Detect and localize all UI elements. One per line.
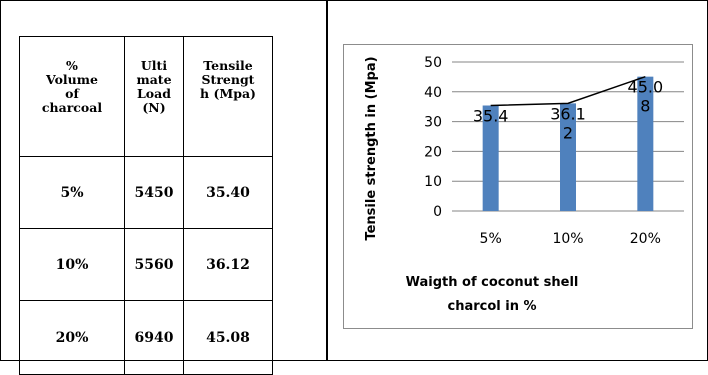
header-line: Load bbox=[137, 86, 171, 101]
y-tick-label: 40 bbox=[424, 85, 442, 101]
cell-volume: 20% bbox=[19, 300, 125, 375]
data-label: 45.0 bbox=[628, 78, 664, 97]
bar bbox=[482, 105, 499, 211]
column-divider bbox=[326, 0, 328, 361]
header-volume-charcoal: % Volume of charcoal bbox=[19, 36, 125, 157]
header-line: Volume bbox=[46, 72, 98, 87]
bar bbox=[637, 76, 654, 212]
overlay-line bbox=[490, 75, 646, 107]
cell-strength: 45.08 bbox=[183, 300, 273, 375]
x-axis-title-line-1: Waigth of coconut shell bbox=[406, 275, 579, 290]
header-line: of bbox=[65, 86, 79, 101]
cell-load: 6940 bbox=[124, 300, 184, 375]
bar bbox=[560, 103, 576, 211]
data-label: 8 bbox=[640, 97, 650, 116]
x-axis-title-line-2: charcol in % bbox=[447, 299, 536, 314]
header-line: Tensile bbox=[203, 58, 253, 73]
header-line: h (Mpa) bbox=[200, 86, 256, 101]
cell-strength: 36.12 bbox=[183, 228, 273, 301]
cell-load: 5560 bbox=[124, 228, 184, 301]
y-tick-label: 10 bbox=[424, 174, 442, 190]
bars bbox=[482, 76, 654, 212]
x-tick-label: 20% bbox=[630, 231, 661, 247]
header-tensile-strength: Tensile Strengt h (Mpa) bbox=[183, 36, 273, 157]
data-label: 36.1 bbox=[550, 104, 586, 123]
y-tick-label: 50 bbox=[424, 55, 442, 71]
x-tick-labels: 5% 10% 20% bbox=[480, 231, 661, 247]
table-row: 10% 5560 36.12 bbox=[19, 228, 273, 301]
header-line: Ulti bbox=[140, 58, 168, 73]
header-line: % bbox=[66, 58, 78, 73]
y-axis-title: Tensile strength in (Mpa) bbox=[364, 56, 379, 240]
x-tick-label: 5% bbox=[480, 231, 502, 247]
data-label: 2 bbox=[563, 123, 573, 142]
bar-chart: 0 10 20 30 40 50 35.4 36.12 45.08 5% 10% 20% Tens… bbox=[364, 55, 684, 314]
data-label: 35.4 bbox=[473, 107, 509, 126]
data-table: % Volume of charcoal Ulti mate Load (N) … bbox=[19, 36, 273, 375]
data-labels: 35.4 36.12 45.08 bbox=[473, 78, 663, 143]
y-tick-labels: 0 10 20 30 40 50 bbox=[424, 55, 442, 220]
cell-volume: 5% bbox=[19, 156, 125, 229]
header-line: (N) bbox=[142, 100, 166, 115]
series-line bbox=[490, 75, 646, 107]
header-line: mate bbox=[136, 72, 172, 87]
table-row: 5% 5450 35.40 bbox=[19, 156, 273, 229]
header-line: charcoal bbox=[41, 100, 103, 115]
y-tick-label: 0 bbox=[433, 204, 442, 220]
y-tick-label: 20 bbox=[424, 144, 442, 160]
cell-load: 5450 bbox=[124, 156, 184, 229]
table-row: 20% 6940 45.08 bbox=[19, 300, 273, 375]
header-line: Strengt bbox=[201, 72, 255, 87]
table-header-row: % Volume of charcoal Ulti mate Load (N) … bbox=[19, 36, 273, 157]
chart-container: 0 10 20 30 40 50 35.4 36.1 2 45.0 8 5% 10% 20% Tens… bbox=[343, 44, 693, 329]
y-tick-label: 30 bbox=[424, 115, 442, 131]
header-ultimate-load: Ulti mate Load (N) bbox=[124, 36, 184, 157]
cell-strength: 35.40 bbox=[183, 156, 273, 229]
x-tick-label: 10% bbox=[552, 231, 583, 247]
cell-volume: 10% bbox=[19, 228, 125, 301]
